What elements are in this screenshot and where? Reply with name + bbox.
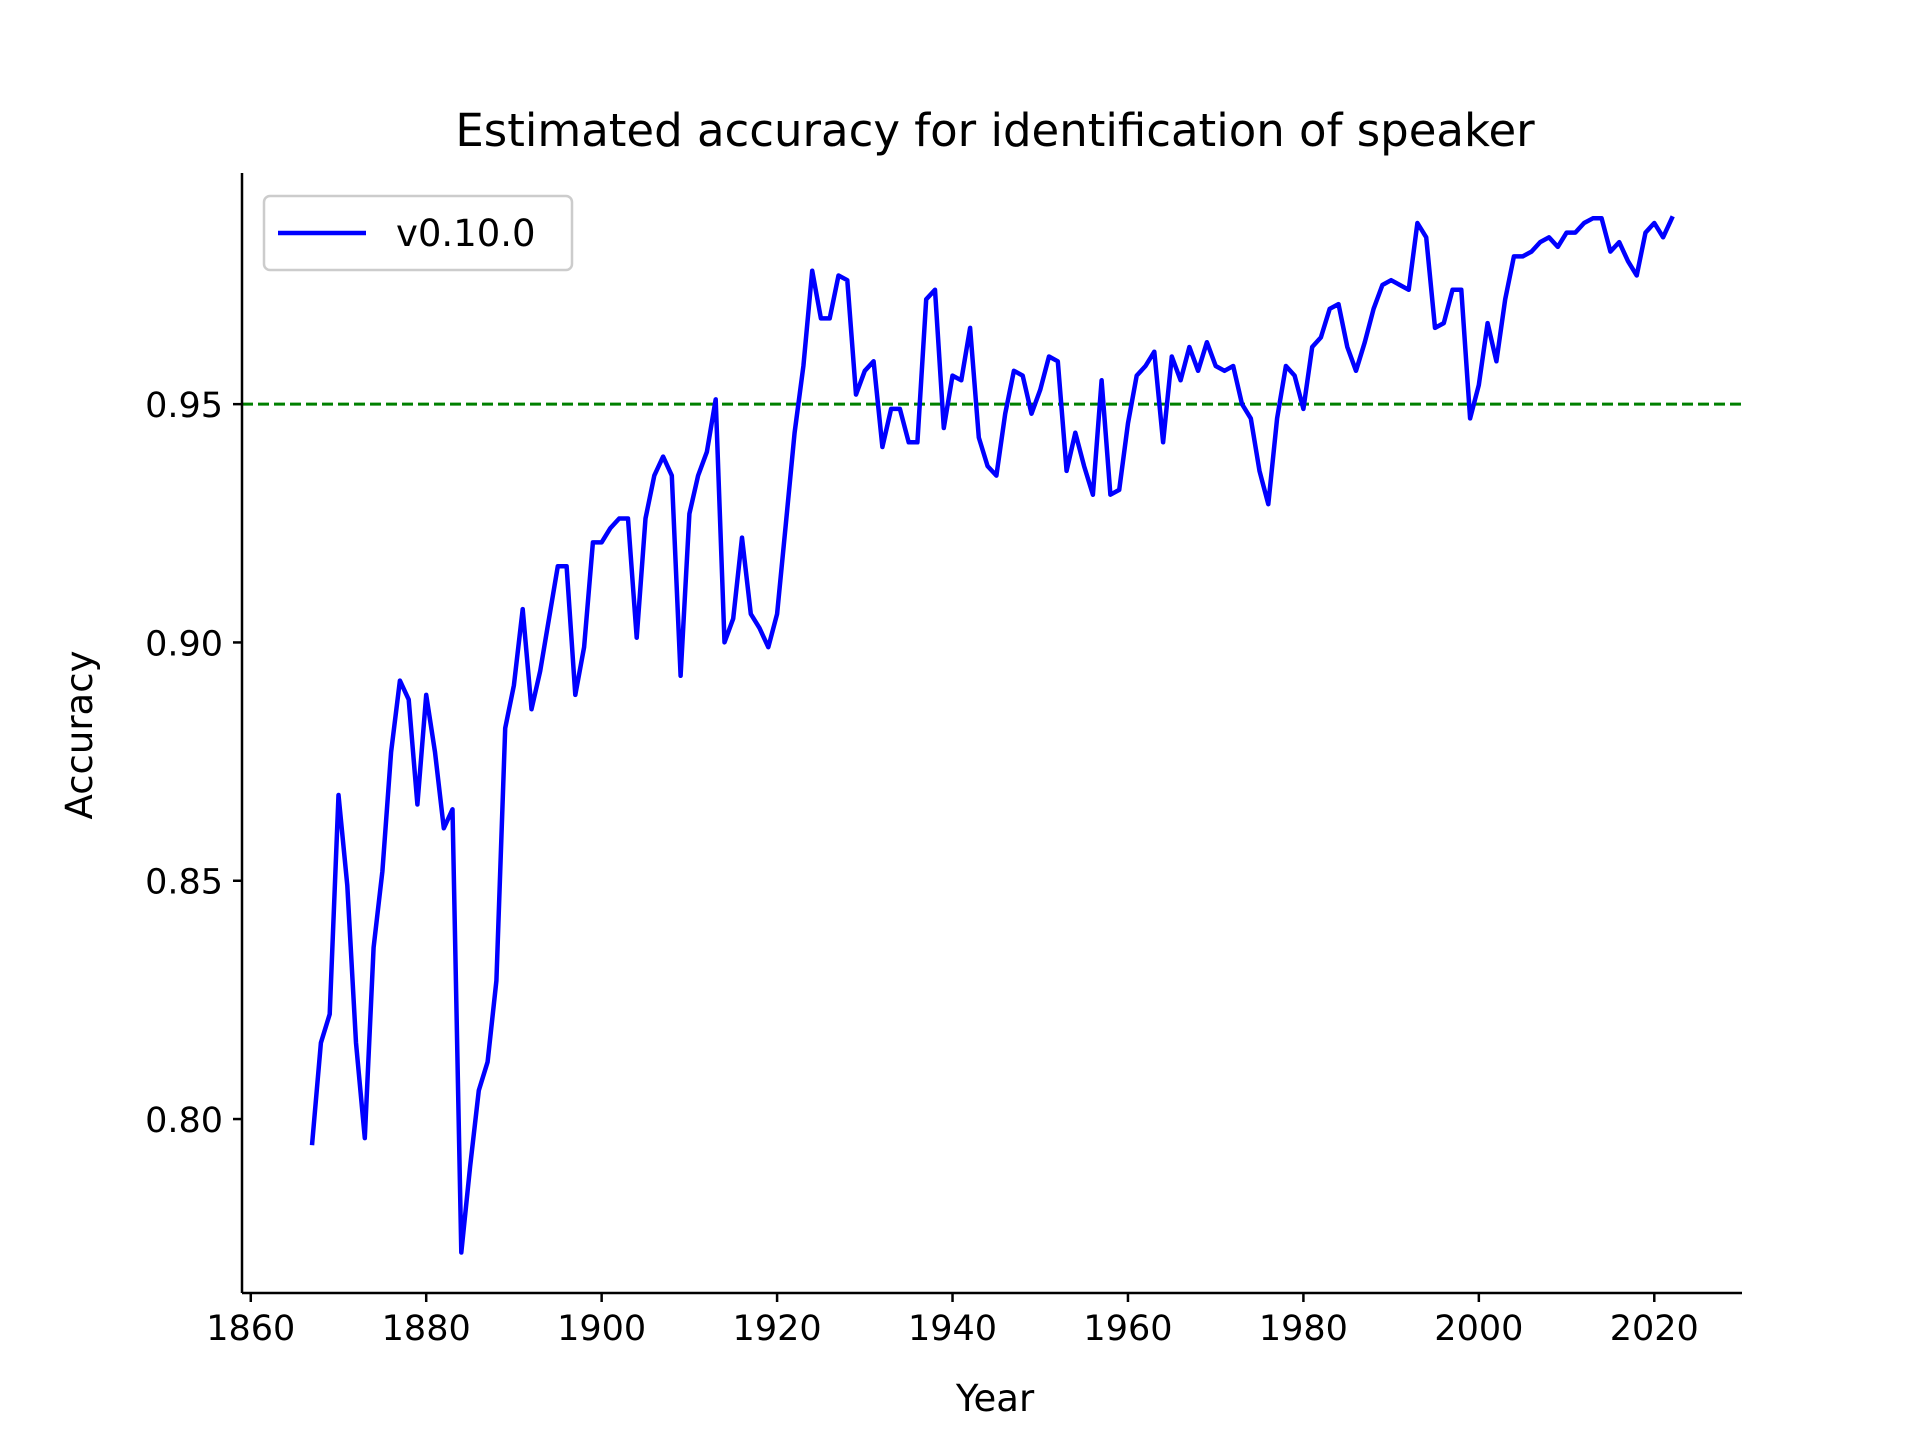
x-tick-label: 2000	[1434, 1309, 1523, 1349]
legend: v0.10.0	[262, 194, 574, 272]
y-tick-label: 0.95	[145, 386, 223, 426]
x-tick-label: 1860	[206, 1309, 295, 1349]
x-tick-label: 1940	[908, 1309, 997, 1349]
x-tick-label: 1980	[1259, 1309, 1348, 1349]
y-axis-label: Accuracy	[58, 651, 101, 820]
x-tick-label: 2020	[1610, 1309, 1699, 1349]
x-tick-label: 1880	[382, 1309, 471, 1349]
x-axis-label: Year	[955, 1377, 1035, 1420]
y-tick-label: 0.90	[145, 624, 223, 664]
y-tick-label: 0.80	[145, 1101, 223, 1141]
legend-label: v0.10.0	[396, 212, 536, 255]
series-line-0	[309, 215, 1675, 1255]
plot-area: 1860 1880 1900 1920 1940 1960 1980 2000 2020 0.80…	[145, 173, 1742, 1349]
legend-frame	[262, 194, 574, 272]
chart-title: Estimated accuracy for identification of…	[455, 104, 1535, 157]
x-tick-label: 1900	[557, 1309, 646, 1349]
y-tick-label: 0.85	[145, 863, 223, 903]
x-tick-label: 1960	[1083, 1309, 1172, 1349]
x-tick-label: 1920	[733, 1309, 822, 1349]
